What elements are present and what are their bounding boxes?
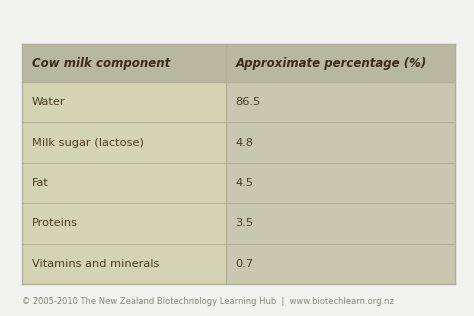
- Text: Proteins: Proteins: [32, 218, 78, 228]
- Bar: [226, 244, 455, 284]
- Text: Milk sugar (lactose): Milk sugar (lactose): [32, 137, 144, 148]
- Text: 0.7: 0.7: [236, 259, 254, 269]
- Bar: [22, 163, 226, 203]
- Bar: [22, 44, 455, 82]
- Text: Fat: Fat: [32, 178, 49, 188]
- Text: 4.8: 4.8: [236, 137, 254, 148]
- Text: Cow milk component: Cow milk component: [32, 57, 170, 70]
- Text: Approximate percentage (%): Approximate percentage (%): [236, 57, 427, 70]
- Bar: [22, 82, 226, 122]
- Bar: [226, 203, 455, 244]
- Text: Water: Water: [32, 97, 65, 107]
- Bar: [22, 122, 226, 163]
- Text: 86.5: 86.5: [236, 97, 261, 107]
- Text: 4.5: 4.5: [236, 178, 254, 188]
- Text: © 2005-2010 The New Zealand Biotechnology Learning Hub  |  www.biotechlearn.org.: © 2005-2010 The New Zealand Biotechnolog…: [22, 297, 394, 307]
- Bar: [226, 122, 455, 163]
- Bar: [22, 244, 226, 284]
- Text: Vitamins and minerals: Vitamins and minerals: [32, 259, 159, 269]
- Bar: [226, 163, 455, 203]
- Bar: [226, 82, 455, 122]
- Text: 3.5: 3.5: [236, 218, 254, 228]
- Bar: [22, 203, 226, 244]
